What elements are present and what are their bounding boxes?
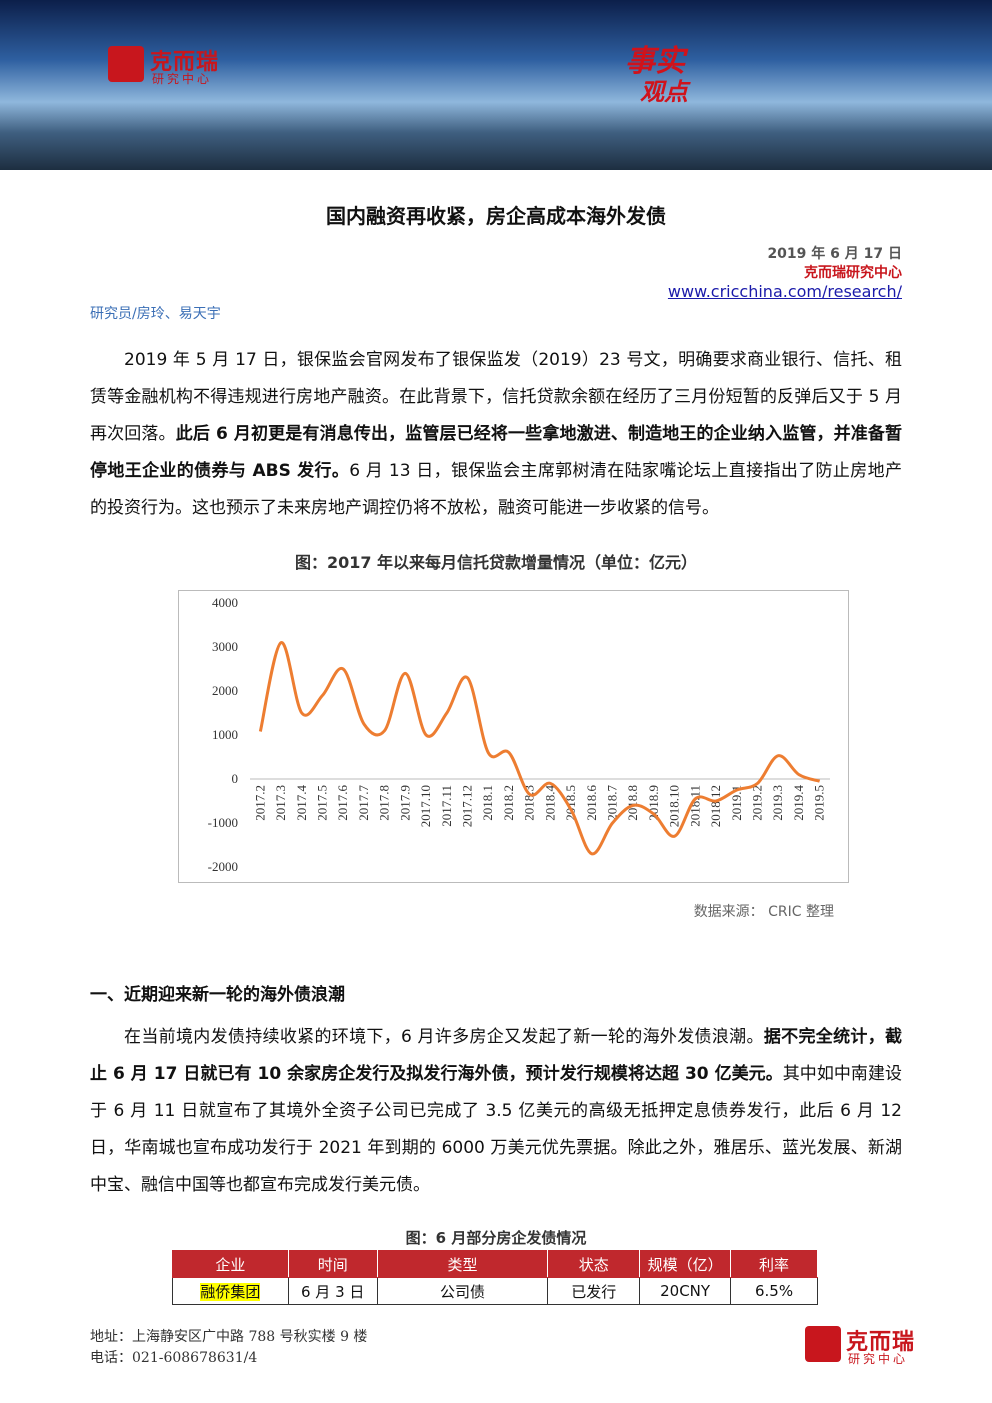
text-run: 2019 年 5 月 17 日，银保监会官网发布了银保监发（2019）23 号文… — [90, 350, 902, 444]
x-tick-label: 2017.7 — [356, 785, 371, 821]
y-tick-label: 3000 — [212, 639, 238, 654]
x-tick-label: 2018.11 — [687, 785, 702, 827]
x-tick-label: 2019.4 — [791, 785, 806, 821]
x-tick-label: 2018.1 — [480, 785, 495, 821]
x-tick-label: 2017.5 — [315, 785, 330, 821]
text-run: 其中如中南建设于 6 月 11 日就宣布了其境外全资子公司已完成了 3.5 亿美… — [90, 1064, 903, 1195]
x-tick-label: 2017.2 — [252, 785, 267, 821]
date: 2019 年 6 月 17 日 — [767, 246, 902, 262]
y-tick-label: 2000 — [212, 683, 238, 698]
phone: 电话：021-60867863 — [90, 1350, 235, 1366]
cell-text: 6 月 3 日 — [301, 1282, 365, 1301]
table-title: 图：6 月部分房企发债情况 — [405, 1229, 587, 1247]
y-tick-label: 1000 — [212, 727, 238, 742]
x-tick-label: 2017.10 — [418, 785, 433, 827]
logo-icon — [805, 1326, 841, 1362]
header-cell: 企业 — [172, 1250, 289, 1278]
chart-frame — [178, 590, 849, 883]
paragraph: 在当前境内发债持续收紧的环境下，6 月许多房企又发起了新一轮的海外发债浪潮。据不… — [90, 1019, 902, 1204]
header-cell: 利率 — [730, 1250, 818, 1278]
table-cell: 融侨集团 — [172, 1277, 289, 1305]
x-tick-label: 2019.3 — [770, 785, 785, 821]
x-tick-label: 2019.2 — [750, 785, 765, 821]
y-tick-label: -2000 — [208, 859, 238, 874]
data-line — [258, 641, 821, 856]
cell-text: 6.5% — [754, 1282, 794, 1300]
x-tick-label: 2018.4 — [542, 785, 557, 821]
slogan: 事实 — [625, 44, 685, 79]
table-cell: 6 月 3 日 — [287, 1277, 378, 1305]
chart: 4000 3000 2000 1000 0 -1000 -2000 2017.2 2017.3 2… — [178, 590, 849, 883]
x-tick-label: 2018.7 — [605, 785, 620, 821]
logo-name: 克而瑞 — [846, 1330, 916, 1355]
slogan: 观点 — [640, 78, 688, 106]
y-tick-label: -1000 — [208, 815, 238, 830]
x-tick-label: 2017.6 — [335, 785, 350, 821]
logo-name: 克而瑞 — [150, 50, 220, 75]
footer-address: 地址：上海静安区广中路 788 号秋实楼 9 楼 — [90, 1329, 368, 1345]
text-run: 6 月 13 日，银保监会主席郭树清在陆家嘴论坛上直接指出了防止房地产的投资行为… — [90, 461, 902, 518]
table: 企业 时间 类型 状态 规模（亿） 利率融侨集团 6 月 3 日 公司债 已发行 20CNY 6.5… — [172, 1250, 818, 1305]
logo-sub: 研究中心 — [848, 1352, 909, 1366]
x-tick-label: 2018.6 — [584, 785, 599, 821]
x-tick-label: 2018.3 — [522, 785, 537, 821]
header-banner: 克而瑞 研究中心 事实 观点 — [0, 0, 992, 170]
title: 国内融资再收紧，房企高成本海外发债 — [326, 204, 666, 228]
text-run: 在当前境内发债持续收紧的环境下，6 月许多房企又发起了新一轮的海外发债浪潮。 — [124, 1027, 764, 1047]
logo-sub: 研究中心 — [152, 72, 213, 86]
org: 克而瑞研究中心 — [804, 265, 902, 281]
table-cell: 公司债 — [376, 1277, 549, 1305]
x-tick-label: 2017.12 — [460, 785, 475, 827]
x-tick-label: 2017.9 — [397, 785, 412, 821]
table-cell: 20CNY — [639, 1277, 732, 1305]
cell-text: 公司债 — [439, 1282, 485, 1301]
header-cell: 规模（亿） — [639, 1250, 732, 1278]
x-tick-label: 2018.10 — [667, 785, 682, 827]
cell-text: 20CNY — [660, 1282, 711, 1300]
x-tick-label: 2018.2 — [501, 785, 516, 821]
header-cell: 类型 — [376, 1250, 549, 1278]
authors: 研究员/房玲、易天宇 — [90, 306, 221, 322]
table-cell: 已发行 — [547, 1277, 641, 1305]
section-heading: 一、近期迎来新一轮的海外债浪潮 — [90, 985, 345, 1005]
x-tick-label: 2018.8 — [625, 785, 640, 821]
header-cell: 状态 — [547, 1250, 641, 1278]
chart-title: 图：2017 年以来每月信托贷款增量情况（单位：亿元） — [294, 553, 698, 572]
url-link[interactable]: www.cricchina.com/research/ — [667, 282, 902, 301]
logo-icon — [108, 46, 144, 82]
y-tick-label: 0 — [232, 771, 239, 786]
footer-phone: 电话：021-608678631/4 — [90, 1347, 257, 1367]
x-tick-label: 2017.8 — [377, 785, 392, 821]
text-run: 据不完全统计，截止 6 月 17 日就已有 10 余家房企发行及拟发行海外债，预… — [90, 1027, 903, 1084]
table-header-row: 企业 时间 类型 状态 规模（亿） 利率 — [172, 1250, 818, 1278]
table-row: 融侨集团 6 月 3 日 公司债 已发行 20CNY 6.5% — [172, 1277, 818, 1305]
page-number: 1/4 — [234, 1350, 258, 1366]
x-tick-label: 2018.5 — [563, 785, 578, 821]
cell-text: 已发行 — [571, 1282, 617, 1301]
chart-source: 数据来源： CRIC 整理 — [693, 904, 834, 920]
x-tick-label: 2017.4 — [294, 785, 309, 821]
x-tick-label: 2017.11 — [439, 785, 454, 827]
x-tick-label: 2019.5 — [812, 785, 827, 821]
header-cell: 时间 — [287, 1250, 378, 1278]
y-tick-label: 4000 — [212, 595, 238, 610]
table-cell: 6.5% — [730, 1277, 818, 1305]
cell-text: 融侨集团 — [200, 1282, 261, 1301]
paragraph: 2019 年 5 月 17 日，银保监会官网发布了银保监发（2019）23 号文… — [90, 342, 902, 527]
text-run: 此后 6 月初更是有消息传出，监管层已经将一些拿地激进、制造地王的企业纳入监管，… — [90, 424, 903, 481]
x-tick-label: 2017.3 — [273, 785, 288, 821]
x-tick-label: 2018.12 — [708, 785, 723, 827]
